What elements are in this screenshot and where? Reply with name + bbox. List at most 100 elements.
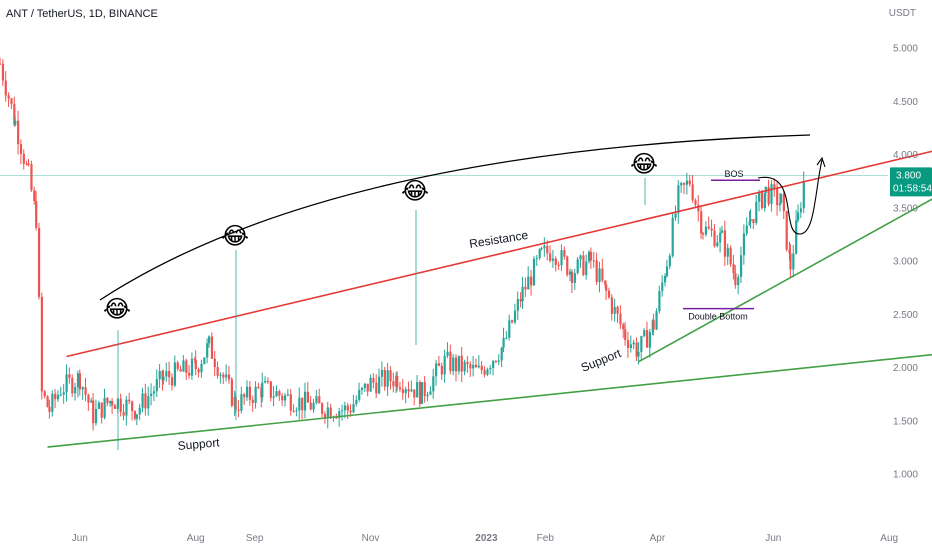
candles (0, 57, 805, 431)
candle-body (492, 360, 495, 369)
candle-body (341, 410, 344, 412)
candle-body (321, 403, 324, 414)
candle-body (213, 358, 216, 368)
candle-body (141, 393, 144, 408)
candle-body (37, 227, 41, 297)
candle-body (303, 391, 307, 411)
candle-body (103, 397, 106, 418)
candle-body (729, 247, 732, 265)
candle-body (683, 183, 686, 185)
candle-body (237, 409, 240, 411)
candle-body (257, 386, 260, 389)
candle-body (272, 396, 275, 398)
x-tick-label: Nov (362, 533, 380, 544)
candle-body (443, 355, 446, 375)
x-tick-label: Aug (880, 533, 898, 544)
candle-body (776, 187, 779, 206)
candle-body (592, 260, 595, 262)
candle-body (758, 192, 761, 202)
candle-body (90, 400, 93, 403)
candle-body (173, 362, 176, 386)
candle-body (655, 311, 658, 330)
candle-body (318, 396, 321, 404)
candle-body (797, 212, 800, 221)
candle-body (802, 180, 805, 209)
candle-body (778, 203, 782, 206)
candle-body (704, 226, 708, 235)
candle-body (119, 398, 122, 412)
candle-body (767, 186, 770, 205)
candle-body (677, 185, 680, 214)
candle-body (295, 410, 298, 412)
candle-body (261, 382, 264, 398)
candle-body (240, 394, 243, 411)
candle-body (51, 393, 54, 412)
candle-body (222, 374, 225, 378)
candle-body (413, 389, 416, 398)
candle-body (360, 387, 364, 390)
price-tag-value: 3.800 (896, 170, 921, 181)
candle-body (477, 365, 480, 368)
candle-body (349, 410, 352, 413)
candle-body (446, 351, 449, 356)
candle-body (254, 386, 257, 403)
candle-body (182, 360, 185, 372)
currency-label: USDT (889, 8, 916, 19)
candle-body (219, 374, 222, 376)
candle-body (19, 144, 23, 154)
candle-body (375, 382, 378, 394)
candle-body (87, 394, 90, 403)
candle-body (227, 374, 231, 380)
candle-body (549, 253, 552, 261)
candle-body (40, 296, 43, 392)
candle-body (97, 402, 100, 409)
candle-body (7, 95, 10, 99)
candle-body (84, 387, 87, 395)
candle-body (122, 411, 125, 416)
candle-body (13, 103, 16, 125)
candle-body (27, 163, 30, 165)
candle-body (210, 336, 214, 359)
candle-body (680, 183, 683, 186)
candle-body (113, 405, 117, 409)
candle-body (601, 268, 604, 281)
candle-body (179, 368, 182, 372)
candle-body (792, 253, 795, 270)
candle-body (76, 373, 80, 388)
candle-body (489, 368, 492, 370)
candle-body (22, 153, 25, 164)
candle-body (664, 276, 667, 283)
candle-body (658, 290, 661, 312)
candle-body (785, 211, 788, 250)
candle-body (193, 358, 196, 360)
candle-body (281, 395, 284, 401)
y-tick-label: 1.500 (893, 416, 918, 427)
candle-body (185, 360, 188, 373)
candle-body (643, 330, 646, 337)
candle-body (566, 256, 569, 275)
candle-body (155, 379, 158, 392)
candle-body (188, 372, 191, 376)
candle-body (30, 164, 33, 191)
candle-body (4, 80, 7, 96)
resistance-label: Resistance (468, 228, 529, 251)
candle-body (404, 389, 407, 394)
candle-body (532, 258, 536, 286)
x-tick-label: Sep (246, 533, 264, 544)
candle-body (56, 394, 60, 400)
candle-body (246, 386, 249, 398)
candle-body (358, 389, 361, 400)
candle-body (713, 230, 716, 247)
candle-body (483, 370, 486, 375)
x-tick-label: Jun (765, 533, 781, 544)
candle-body (275, 391, 278, 397)
candle-body (749, 218, 752, 222)
candle-body (637, 351, 640, 357)
candle-body (298, 397, 301, 411)
candle-body (352, 404, 355, 413)
candle-body (346, 405, 349, 411)
candle-body (161, 370, 164, 381)
candle-body (469, 364, 472, 369)
candle-body (284, 395, 287, 401)
